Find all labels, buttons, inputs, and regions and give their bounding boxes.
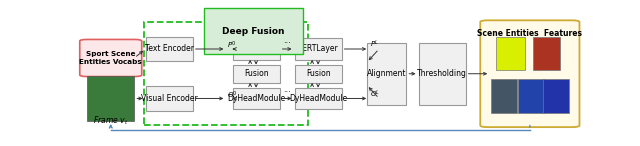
Text: ⚽: ⚽	[108, 93, 114, 104]
FancyBboxPatch shape	[496, 37, 525, 70]
FancyBboxPatch shape	[419, 43, 466, 105]
FancyBboxPatch shape	[367, 43, 406, 105]
Text: Visual Encoder: Visual Encoder	[141, 94, 198, 103]
FancyBboxPatch shape	[480, 20, 579, 127]
FancyBboxPatch shape	[80, 39, 141, 77]
Text: BERTLayer: BERTLayer	[236, 45, 276, 53]
Text: Scene Entities  Features: Scene Entities Features	[477, 29, 582, 38]
Text: DyHeadModule: DyHeadModule	[227, 94, 285, 103]
Text: Frame $v_t$: Frame $v_t$	[93, 114, 129, 127]
FancyBboxPatch shape	[491, 79, 517, 113]
Text: ···: ···	[283, 39, 291, 48]
FancyBboxPatch shape	[232, 65, 280, 83]
FancyBboxPatch shape	[532, 37, 560, 70]
Text: $O^0$: $O^0$	[227, 89, 237, 101]
FancyBboxPatch shape	[518, 79, 544, 113]
FancyBboxPatch shape	[294, 65, 342, 83]
Text: Alignment: Alignment	[367, 69, 406, 78]
FancyBboxPatch shape	[87, 76, 134, 121]
FancyBboxPatch shape	[543, 79, 569, 113]
Text: Fusion: Fusion	[244, 69, 268, 78]
FancyBboxPatch shape	[294, 88, 342, 109]
FancyBboxPatch shape	[232, 88, 280, 109]
FancyBboxPatch shape	[146, 86, 193, 111]
Text: $P^0$: $P^0$	[227, 40, 236, 51]
Text: Sport Scene
Entities Vocabs: Sport Scene Entities Vocabs	[79, 51, 142, 65]
Text: BERTLayer: BERTLayer	[298, 45, 339, 53]
Text: DyHeadModule: DyHeadModule	[289, 94, 348, 103]
Text: $P^L$: $P^L$	[370, 39, 379, 50]
Text: ···: ···	[283, 88, 291, 97]
FancyBboxPatch shape	[232, 38, 280, 60]
Text: $O^L$: $O^L$	[370, 88, 380, 100]
Text: Thresholding: Thresholding	[417, 69, 467, 78]
Text: Deep Fusion: Deep Fusion	[222, 27, 285, 35]
Text: Text Encoder: Text Encoder	[145, 45, 194, 53]
Text: Fusion: Fusion	[306, 69, 330, 78]
FancyBboxPatch shape	[146, 37, 193, 61]
FancyBboxPatch shape	[294, 38, 342, 60]
